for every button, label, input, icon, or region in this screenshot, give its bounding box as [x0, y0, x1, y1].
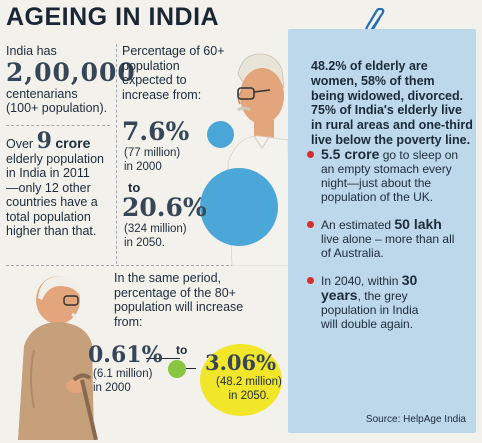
- bullet-line: will double again.: [321, 317, 414, 331]
- bullet-rest: , the grey: [357, 289, 408, 303]
- centenarians-number: 2,00,000: [6, 57, 136, 87]
- value-0-61-year: in 2000: [93, 381, 131, 394]
- centenarians-block: India has 2,00,000 centenarians (100+ po…: [6, 44, 136, 116]
- value-20-6-sub: (324 million) in 2050.: [124, 223, 187, 250]
- value-7-6-sub: (77 million) in 2000: [124, 147, 180, 174]
- intro-line: population: [122, 58, 180, 73]
- bullet-line: an empty stomach every: [321, 162, 452, 176]
- facts-panel: 48.2% of elderly are women, 58% of them …: [288, 29, 476, 433]
- crore-number: 9: [36, 128, 52, 154]
- bullet-hunger: 5.5 crore go to sleep on an empty stomac…: [307, 147, 467, 204]
- to-label-bottom: to: [176, 343, 188, 357]
- bullet-rest: go to sleep on: [379, 148, 459, 162]
- value-3-06-millions: (48.2 million): [216, 376, 282, 388]
- bullet-alone: An estimated 50 lakh live alone – more t…: [307, 217, 467, 260]
- value-7-6-millions: (77 million): [124, 147, 181, 159]
- value-20-6-millions: (324 million): [124, 223, 187, 235]
- centenarians-desc: centenarians: [6, 86, 78, 101]
- green-circle-0-61: [168, 360, 186, 378]
- crore-line: total population: [6, 209, 91, 224]
- bullet-text: 5.5 crore go to sleep on an empty stomac…: [321, 147, 467, 204]
- bullet-dot-icon: [307, 277, 314, 284]
- value-20-6-percent: 20.6%: [122, 193, 207, 222]
- lead-line: 75% of India's elderly live: [311, 103, 462, 118]
- intro-line: percentage of the 80+: [114, 285, 236, 300]
- crore-headline: Over 9 crore: [6, 130, 114, 152]
- crore-line: elderly population: [6, 151, 104, 166]
- bullet-text: In 2040, within 30 years, the grey popul…: [321, 273, 467, 331]
- crore-line: —only 12 other: [6, 180, 91, 195]
- bullet-dot-icon: [307, 221, 314, 228]
- bullet-line: night—just about the: [321, 176, 432, 190]
- blue-circle-7-6: [207, 121, 234, 148]
- bullet-bold: 50 lakh: [394, 216, 442, 232]
- crore-word: crore: [55, 135, 91, 151]
- blue-circle-20-6: [200, 168, 278, 246]
- lead-line: 48.2% of elderly are: [311, 59, 428, 73]
- intro-line: expected to: [122, 73, 187, 87]
- bullet-bold: 5.5 crore: [321, 146, 380, 162]
- section-divider: [6, 125, 110, 126]
- source-credit: Source: HelpAge India: [365, 414, 466, 425]
- lead-line: in rural areas and one-third: [311, 118, 473, 133]
- bullet-line: population of the UK.: [321, 190, 434, 204]
- panel-lead: 48.2% of elderly are women, 58% of them …: [311, 59, 476, 148]
- crore-line: in India in 2011: [6, 166, 90, 180]
- to-label: to: [128, 180, 141, 195]
- value-0-61-sub: (6.1 million) in 2000: [93, 368, 152, 395]
- intro-line: from:: [114, 314, 143, 329]
- crore-line: countries have a: [6, 195, 98, 209]
- bullet-2040: In 2040, within 30 years, the grey popul…: [307, 273, 467, 331]
- value-3-06-sub: (48.2 million) in 2050.: [216, 376, 282, 403]
- crore-block: Over 9 crore elderly population in India…: [6, 130, 114, 239]
- sixty-plus-intro: Percentage of 60+ population expected to…: [122, 44, 232, 102]
- value-0-61-millions: (6.1 million): [93, 368, 153, 380]
- connector-line-2: [186, 368, 196, 369]
- bullet-dot-icon: [307, 151, 314, 158]
- elderly-man-cane-illustration: [18, 276, 98, 440]
- connector-line: [146, 358, 180, 359]
- centenarians-desc-2: (100+ population).: [6, 101, 108, 115]
- centenarians-intro: India has: [6, 44, 57, 58]
- lead-line: being widowed, divorced.: [311, 88, 464, 103]
- bullet-line: live alone – more than all: [321, 232, 455, 246]
- value-20-6-year: in 2050.: [124, 236, 165, 249]
- yellow-circle-3-06: [200, 344, 282, 416]
- bullet-text: An estimated 50 lakh live alone – more t…: [321, 217, 467, 260]
- crore-prefix: Over: [6, 137, 34, 151]
- intro-line: population will increase: [114, 300, 244, 314]
- value-7-6-year: in 2000: [124, 160, 162, 173]
- intro-line: In the same period,: [114, 271, 222, 285]
- lead-line: live below the poverty line.: [311, 132, 471, 147]
- crore-line: higher than that.: [6, 224, 97, 238]
- section-divider-bottom: [6, 265, 284, 266]
- bullet-pre: In 2040, within: [321, 274, 402, 288]
- bullet-line: of Australia.: [321, 246, 384, 260]
- value-0-61-percent: 0.61%: [88, 342, 163, 368]
- column-divider: [116, 44, 117, 264]
- lead-line: women, 58% of them: [311, 73, 435, 88]
- intro-line: Percentage of 60+: [122, 44, 225, 58]
- value-3-06-percent: 3.06%: [205, 350, 277, 375]
- page-title: AGEING IN INDIA: [6, 3, 220, 31]
- bullet-bold: 30: [401, 272, 418, 288]
- value-7-6-percent: 7.6%: [122, 117, 190, 146]
- value-3-06-year: in 2050.: [228, 389, 270, 402]
- bullet-line: population in India: [321, 303, 419, 317]
- bullet-pre: An estimated: [321, 218, 395, 232]
- eighty-plus-intro: In the same period, percentage of the 80…: [114, 271, 299, 329]
- intro-line: increase from:: [122, 87, 202, 102]
- bullet-bold: years: [321, 287, 358, 303]
